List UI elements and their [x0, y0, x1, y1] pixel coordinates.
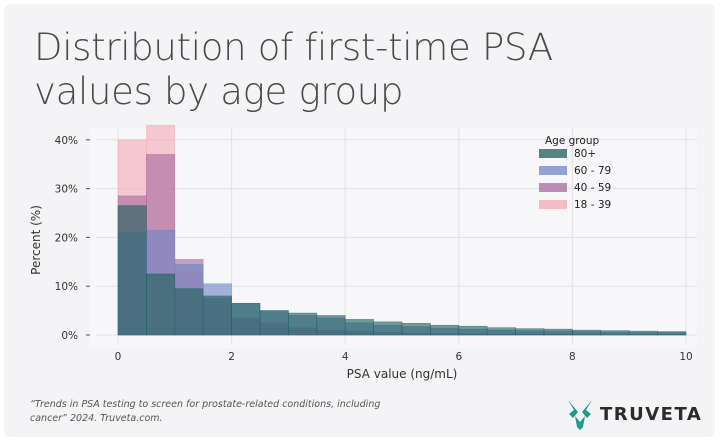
legend-label: 18 - 39	[574, 199, 611, 211]
bar-80plus	[146, 273, 176, 336]
y-tick-label: 40%	[55, 135, 78, 147]
chart-title: Distribution of first-time PSA values by…	[34, 26, 553, 113]
x-axis-label: PSA value (ng/mL)	[347, 367, 458, 381]
histogram-bars	[117, 124, 687, 336]
bar-80plus	[430, 324, 460, 336]
x-tick-label: 0	[115, 351, 122, 363]
brand-logo: TRUVETA	[566, 397, 702, 431]
bar-80plus	[401, 322, 431, 336]
bar-80plus	[117, 205, 147, 336]
x-tick-label: 8	[569, 351, 576, 363]
legend-title: Age group	[545, 135, 599, 147]
y-tick-label: 30%	[55, 184, 78, 196]
x-tick-label: 6	[455, 351, 462, 363]
brand-name: TRUVETA	[600, 403, 703, 425]
bar-80plus	[316, 315, 346, 336]
legend-swatch	[539, 183, 567, 192]
axis-ticks: 0% 10% 20% 30% 40% 0 2 4 6 8 10	[55, 135, 693, 363]
legend-swatch	[539, 200, 567, 209]
bar-80plus	[174, 288, 204, 336]
bar-80plus	[486, 327, 516, 336]
bar-80plus	[572, 329, 602, 336]
legend-label: 80+	[574, 148, 596, 160]
bar-80plus	[628, 330, 658, 336]
legend-swatch	[539, 166, 567, 175]
legend: Age group 80+ 60 - 79 40 - 59 18 - 39	[539, 135, 611, 211]
bar-80plus	[543, 328, 573, 336]
bar-80plus	[259, 310, 289, 336]
bar-80plus	[288, 312, 318, 336]
truveta-logo-icon	[568, 400, 592, 430]
x-tick-label: 4	[342, 351, 349, 363]
bar-80plus	[202, 295, 232, 336]
bar-80plus	[600, 330, 630, 336]
y-tick-label: 0%	[61, 330, 78, 342]
legend-label: 60 - 79	[574, 165, 611, 177]
source-citation: “Trends in PSA testing to screen for pro…	[30, 399, 381, 424]
y-tick-label: 10%	[55, 281, 78, 293]
bar-80plus	[515, 328, 545, 336]
bar-80plus	[373, 321, 403, 336]
bar-80plus	[344, 319, 374, 336]
legend-label: 40 - 59	[574, 182, 611, 194]
y-axis-label: Percent (%)	[29, 205, 43, 275]
x-tick-label: 2	[228, 351, 235, 363]
y-tick-label: 20%	[55, 232, 78, 244]
legend-swatch	[539, 149, 567, 158]
bar-80plus	[458, 325, 488, 336]
bar-80plus	[657, 331, 687, 336]
x-tick-label: 10	[679, 351, 692, 363]
bar-80plus	[231, 302, 261, 336]
